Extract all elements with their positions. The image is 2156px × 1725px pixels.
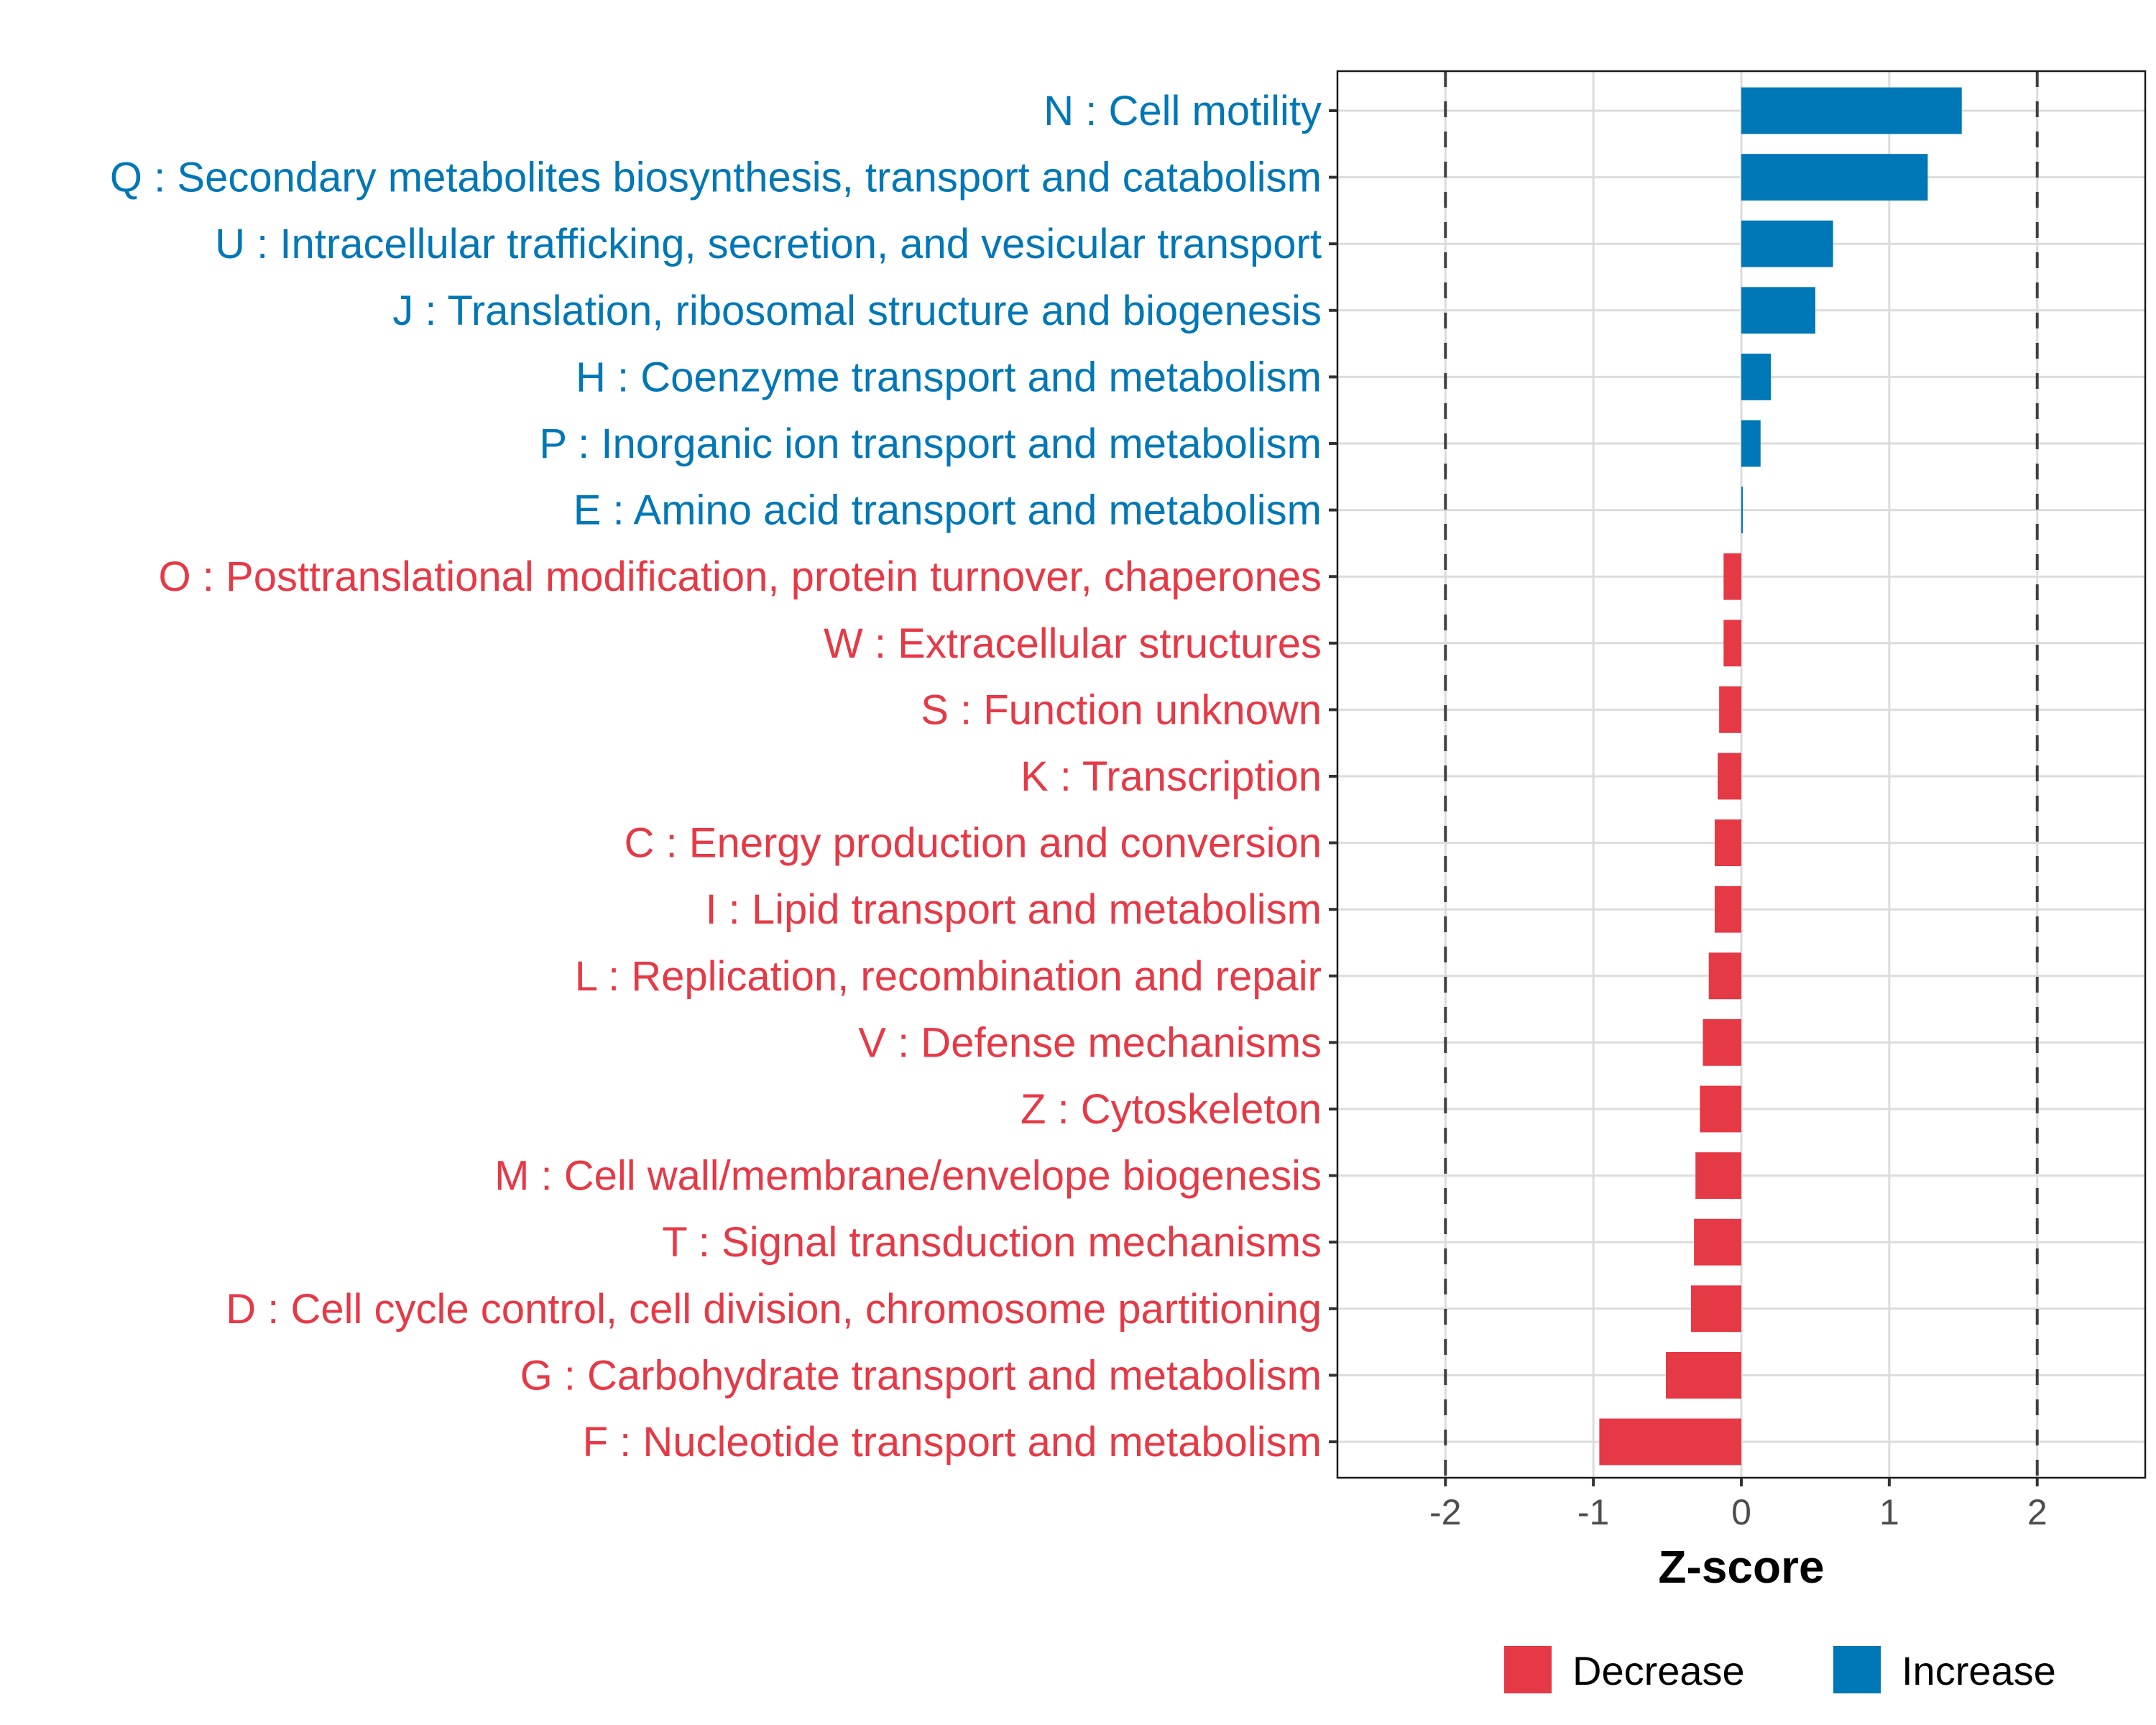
bar [1741, 87, 1962, 134]
y-tick-label: C : Energy production and conversion [625, 820, 1322, 867]
y-tick-label: Q : Secondary metabolites biosynthesis, … [110, 155, 1322, 201]
x-tick-label: 2 [2027, 1492, 2047, 1532]
legend-label-decrease: Decrease [1572, 1648, 1745, 1693]
y-tick-label: I : Lipid transport and metabolism [705, 886, 1322, 933]
bar [1719, 686, 1741, 733]
y-tick-label: F : Nucleotide transport and metabolism [583, 1419, 1322, 1466]
bar [1741, 487, 1743, 534]
y-tick-label: H : Coenzyme transport and metabolism [576, 354, 1322, 400]
y-tick-label: T : Signal transduction mechanisms [662, 1219, 1322, 1266]
reference-lines [1444, 71, 2039, 1478]
y-tick-label: O : Posttranslational modification, prot… [159, 553, 1322, 600]
bar [1714, 886, 1741, 933]
x-tick-label: 0 [1731, 1492, 1751, 1532]
bar [1599, 1418, 1741, 1466]
y-tick-label: N : Cell motility [1044, 88, 1322, 134]
x-tick-label: -2 [1429, 1492, 1461, 1532]
legend-swatch-increase [1833, 1646, 1881, 1693]
bars [1599, 87, 1962, 1466]
y-tick-label: J : Translation, ribosomal structure and… [392, 288, 1322, 334]
bar [1723, 620, 1741, 667]
x-tick-label: -1 [1577, 1492, 1609, 1532]
y-axis-labels: N : Cell motility Q : Secondary metabolit… [110, 88, 1337, 1466]
y-tick-label: S : Function unknown [921, 686, 1322, 733]
y-tick-label: M : Cell wall/membrane/envelope biogenes… [494, 1153, 1322, 1200]
bar [1741, 287, 1815, 334]
bar [1741, 220, 1833, 267]
legend-label-increase: Increase [1902, 1648, 2056, 1693]
bar [1718, 753, 1741, 800]
y-tick-label: E : Amino acid transport and metabolism [573, 487, 1322, 534]
y-tick-label: V : Defense mechanisms [858, 1019, 1322, 1066]
bar [1694, 1218, 1741, 1266]
y-tick-label: P : Inorganic ion transport and metaboli… [539, 420, 1322, 467]
y-tick-label: L : Replication, recombination and repai… [575, 953, 1322, 1000]
y-tick-label: W : Extracellular structures [824, 620, 1322, 667]
bar [1708, 952, 1741, 1000]
bar [1741, 420, 1761, 467]
y-tick-label: Z : Cytoskeleton [1021, 1086, 1322, 1133]
bar [1703, 1018, 1741, 1066]
x-axis-title: Z-score [1658, 1541, 1824, 1593]
bar [1714, 819, 1741, 867]
x-axis: -2 -1 0 1 2 [1429, 1478, 2047, 1532]
bar [1691, 1285, 1741, 1333]
bar [1695, 1152, 1741, 1200]
bar [1723, 553, 1741, 600]
bar [1741, 353, 1772, 400]
bar [1700, 1085, 1741, 1133]
legend-swatch-decrease [1504, 1646, 1552, 1693]
x-tick-label: 1 [1879, 1492, 1899, 1532]
y-tick-label: D : Cell cycle control, cell division, c… [226, 1286, 1322, 1333]
bar [1741, 154, 1928, 201]
y-tick-label: K : Transcription [1021, 753, 1322, 800]
y-tick-label: G : Carbohydrate transport and metabolis… [520, 1352, 1322, 1399]
y-tick-label: U : Intracellular trafficking, secretion… [215, 221, 1322, 267]
legend: Decrease Increase [1504, 1646, 2056, 1693]
bar [1666, 1351, 1741, 1399]
